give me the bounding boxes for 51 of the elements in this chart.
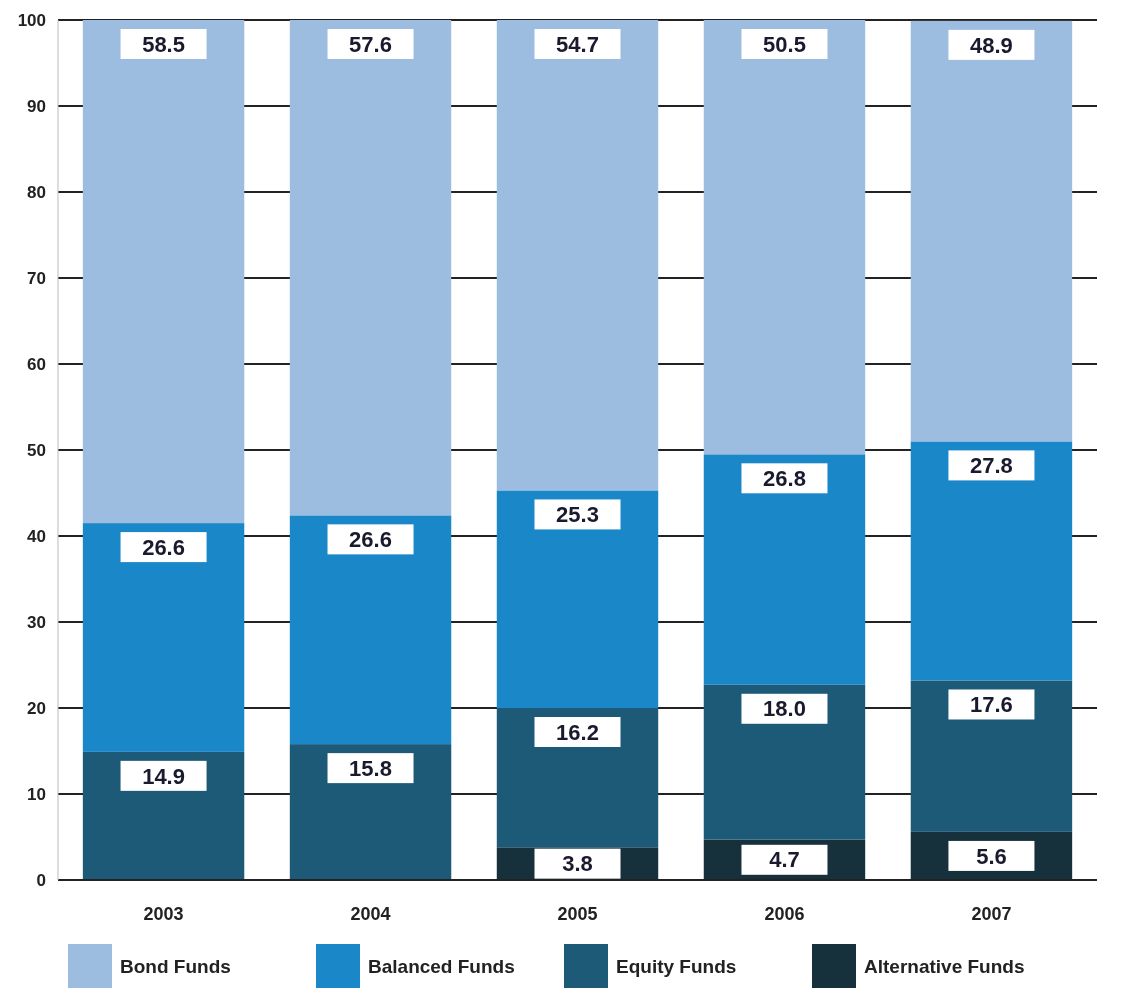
- bar: [910, 680, 1073, 832]
- legend-label: Balanced Funds: [368, 955, 515, 977]
- data-label: 26.8: [763, 466, 806, 491]
- y-tick-label: 0: [36, 870, 46, 890]
- data-label: 15.8: [349, 755, 392, 781]
- bar: [82, 20, 245, 524]
- y-tick-label: 20: [27, 698, 46, 718]
- y-tick-label: 40: [27, 526, 46, 546]
- bar: [703, 684, 866, 840]
- data-label: 27.8: [970, 453, 1013, 479]
- bar: [289, 20, 452, 516]
- data-label: 50.5: [763, 31, 806, 57]
- x-tick-label: 2003: [143, 904, 184, 924]
- data-label: 18.0: [763, 696, 806, 722]
- x-tick-label: 2006: [764, 904, 805, 924]
- data-label: 3.8: [562, 851, 593, 877]
- legend-label: Alternative Funds: [864, 955, 1025, 977]
- legend-label: Equity Funds: [616, 955, 737, 977]
- legend-label: Bond Funds: [120, 955, 231, 977]
- x-tick-label: 2005: [557, 904, 598, 924]
- data-label: 25.3: [556, 502, 599, 528]
- bar: [703, 20, 866, 455]
- data-label: 54.7: [556, 31, 599, 57]
- y-tick-label: 60: [27, 354, 46, 374]
- data-label: 48.9: [970, 32, 1013, 58]
- y-tick-label: 80: [27, 182, 46, 202]
- bar: [289, 515, 452, 745]
- data-label: 14.9: [142, 763, 185, 789]
- y-tick-label: 30: [27, 612, 46, 632]
- bar: [703, 454, 866, 685]
- y-tick-label: 50: [27, 440, 46, 460]
- data-label: 16.2: [556, 719, 599, 745]
- data-label: 26.6: [142, 534, 185, 560]
- data-label: 26.6: [349, 527, 392, 553]
- data-label: 4.7: [769, 847, 800, 873]
- data-label: 5.6: [976, 843, 1007, 869]
- y-tick-label: 70: [27, 268, 46, 288]
- y-tick-label: 90: [27, 96, 46, 116]
- x-tick-label: 2007: [971, 904, 1012, 924]
- bar: [496, 20, 659, 491]
- bar: [496, 490, 659, 708]
- bar: [289, 744, 452, 880]
- data-label: 58.5: [142, 31, 185, 57]
- bar: [910, 441, 1073, 681]
- data-label: 17.6: [970, 692, 1013, 718]
- y-tick-label: 10: [27, 784, 46, 804]
- bar: [82, 523, 245, 752]
- bar: [910, 20, 1073, 442]
- data-label: 57.6: [349, 31, 392, 57]
- y-tick-label: 100: [17, 10, 46, 30]
- x-tick-label: 2004: [350, 904, 391, 924]
